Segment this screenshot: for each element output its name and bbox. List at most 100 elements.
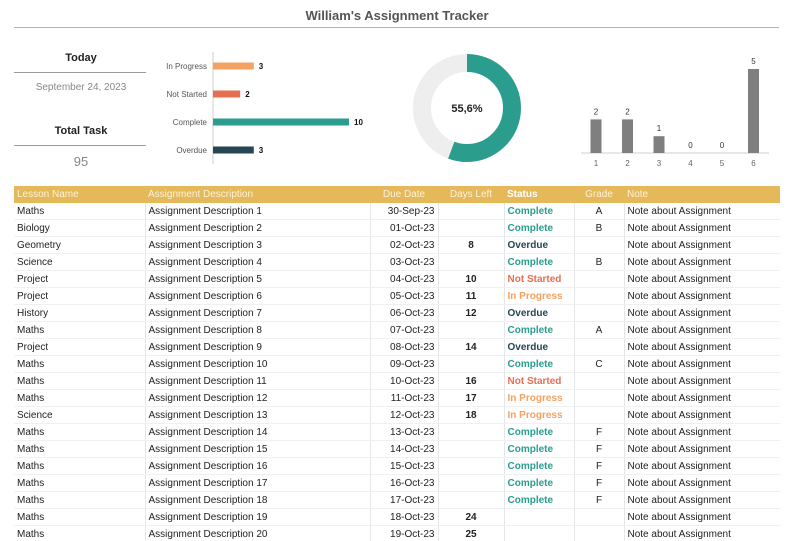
cell-grade[interactable]: F [574, 423, 625, 441]
cell-due-date[interactable]: 11-Oct-23 [370, 389, 439, 407]
cell-grade[interactable] [574, 304, 625, 322]
cell-status[interactable]: In Progress [504, 389, 575, 407]
cell-lesson[interactable]: Geometry [14, 236, 146, 254]
cell-description[interactable]: Assignment Description 10 [145, 355, 371, 373]
cell-lesson[interactable]: Maths [14, 203, 146, 220]
cell-description[interactable]: Assignment Description 20 [145, 525, 371, 541]
cell-due-date[interactable]: 10-Oct-23 [370, 372, 439, 390]
cell-note[interactable]: Note about Assignment [624, 491, 780, 509]
cell-description[interactable]: Assignment Description 11 [145, 372, 371, 390]
cell-grade[interactable] [574, 525, 625, 541]
cell-lesson[interactable]: Maths [14, 491, 146, 509]
table-row[interactable]: Project Assignment Description 9 08-Oct-23… [14, 338, 780, 356]
cell-lesson[interactable]: Science [14, 406, 146, 424]
cell-description[interactable]: Assignment Description 18 [145, 491, 371, 509]
cell-grade[interactable] [574, 270, 625, 288]
table-row[interactable]: Maths Assignment Description 17 16-Oct-23 C… [14, 474, 780, 492]
cell-note[interactable]: Note about Assignment [624, 203, 780, 220]
cell-days-left[interactable] [438, 474, 505, 492]
cell-days-left[interactable] [438, 457, 505, 475]
table-row[interactable]: Science Assignment Description 13 12-Oct-2… [14, 406, 780, 424]
cell-status[interactable]: Complete [504, 253, 575, 271]
table-row[interactable]: Maths Assignment Description 15 14-Oct-23 C… [14, 440, 780, 458]
cell-note[interactable]: Note about Assignment [624, 321, 780, 339]
cell-grade[interactable]: A [574, 203, 625, 220]
cell-status[interactable]: In Progress [504, 287, 575, 305]
cell-days-left[interactable] [438, 321, 505, 339]
cell-description[interactable]: Assignment Description 7 [145, 304, 371, 322]
cell-description[interactable]: Assignment Description 17 [145, 474, 371, 492]
cell-status[interactable]: Complete [504, 440, 575, 458]
cell-note[interactable]: Note about Assignment [624, 525, 780, 541]
cell-note[interactable]: Note about Assignment [624, 508, 780, 526]
cell-lesson[interactable]: Maths [14, 525, 146, 541]
cell-due-date[interactable]: 09-Oct-23 [370, 355, 439, 373]
cell-days-left[interactable]: 10 [438, 270, 505, 288]
cell-days-left[interactable]: 18 [438, 406, 505, 424]
cell-status[interactable]: Complete [504, 321, 575, 339]
cell-grade[interactable] [574, 287, 625, 305]
cell-grade[interactable] [574, 236, 625, 254]
cell-description[interactable]: Assignment Description 2 [145, 219, 371, 237]
table-row[interactable]: Science Assignment Description 4 03-Oct-23… [14, 253, 780, 271]
cell-description[interactable]: Assignment Description 5 [145, 270, 371, 288]
cell-description[interactable]: Assignment Description 12 [145, 389, 371, 407]
cell-status[interactable]: In Progress [504, 406, 575, 424]
cell-description[interactable]: Assignment Description 8 [145, 321, 371, 339]
cell-days-left[interactable]: 16 [438, 372, 505, 390]
table-row[interactable]: History Assignment Description 7 06-Oct-23… [14, 304, 780, 322]
cell-description[interactable]: Assignment Description 9 [145, 338, 371, 356]
cell-days-left[interactable]: 17 [438, 389, 505, 407]
cell-days-left[interactable] [438, 219, 505, 237]
cell-lesson[interactable]: Project [14, 338, 146, 356]
cell-grade[interactable]: B [574, 253, 625, 271]
cell-description[interactable]: Assignment Description 13 [145, 406, 371, 424]
cell-due-date[interactable]: 15-Oct-23 [370, 457, 439, 475]
table-row[interactable]: Project Assignment Description 6 05-Oct-23… [14, 287, 780, 305]
cell-description[interactable]: Assignment Description 3 [145, 236, 371, 254]
column-header-days-left[interactable]: Days Left [438, 186, 504, 203]
cell-lesson[interactable]: Project [14, 287, 146, 305]
cell-due-date[interactable]: 05-Oct-23 [370, 287, 439, 305]
column-header-description[interactable]: Assignment Description [145, 186, 370, 203]
cell-grade[interactable]: A [574, 321, 625, 339]
cell-due-date[interactable]: 14-Oct-23 [370, 440, 439, 458]
cell-grade[interactable] [574, 389, 625, 407]
cell-description[interactable]: Assignment Description 6 [145, 287, 371, 305]
cell-note[interactable]: Note about Assignment [624, 474, 780, 492]
cell-lesson[interactable]: Maths [14, 423, 146, 441]
cell-lesson[interactable]: Maths [14, 355, 146, 373]
table-row[interactable]: Maths Assignment Description 12 11-Oct-23 1… [14, 389, 780, 407]
table-row[interactable]: Geometry Assignment Description 3 02-Oct-2… [14, 236, 780, 254]
cell-due-date[interactable]: 04-Oct-23 [370, 270, 439, 288]
cell-status[interactable]: Complete [504, 491, 575, 509]
cell-note[interactable]: Note about Assignment [624, 355, 780, 373]
table-row[interactable]: Maths Assignment Description 19 18-Oct-23 2… [14, 508, 780, 526]
cell-note[interactable]: Note about Assignment [624, 287, 780, 305]
cell-due-date[interactable]: 17-Oct-23 [370, 491, 439, 509]
cell-lesson[interactable]: Maths [14, 474, 146, 492]
cell-lesson[interactable]: Maths [14, 321, 146, 339]
cell-days-left[interactable] [438, 253, 505, 271]
column-header-lesson[interactable]: Lesson Name [14, 186, 145, 203]
cell-status[interactable]: Complete [504, 355, 575, 373]
cell-status[interactable]: Complete [504, 423, 575, 441]
cell-lesson[interactable]: Maths [14, 440, 146, 458]
cell-grade[interactable]: F [574, 491, 625, 509]
cell-status[interactable]: Overdue [504, 304, 575, 322]
cell-note[interactable]: Note about Assignment [624, 372, 780, 390]
cell-status[interactable] [504, 525, 575, 541]
cell-grade[interactable] [574, 508, 625, 526]
cell-due-date[interactable]: 06-Oct-23 [370, 304, 439, 322]
cell-note[interactable]: Note about Assignment [624, 338, 780, 356]
cell-grade[interactable] [574, 372, 625, 390]
cell-note[interactable]: Note about Assignment [624, 219, 780, 237]
cell-days-left[interactable]: 11 [438, 287, 505, 305]
cell-lesson[interactable]: Maths [14, 389, 146, 407]
cell-due-date[interactable]: 01-Oct-23 [370, 219, 439, 237]
table-row[interactable]: Biology Assignment Description 2 01-Oct-23… [14, 219, 780, 237]
cell-description[interactable]: Assignment Description 16 [145, 457, 371, 475]
cell-due-date[interactable]: 16-Oct-23 [370, 474, 439, 492]
cell-due-date[interactable]: 07-Oct-23 [370, 321, 439, 339]
cell-note[interactable]: Note about Assignment [624, 389, 780, 407]
